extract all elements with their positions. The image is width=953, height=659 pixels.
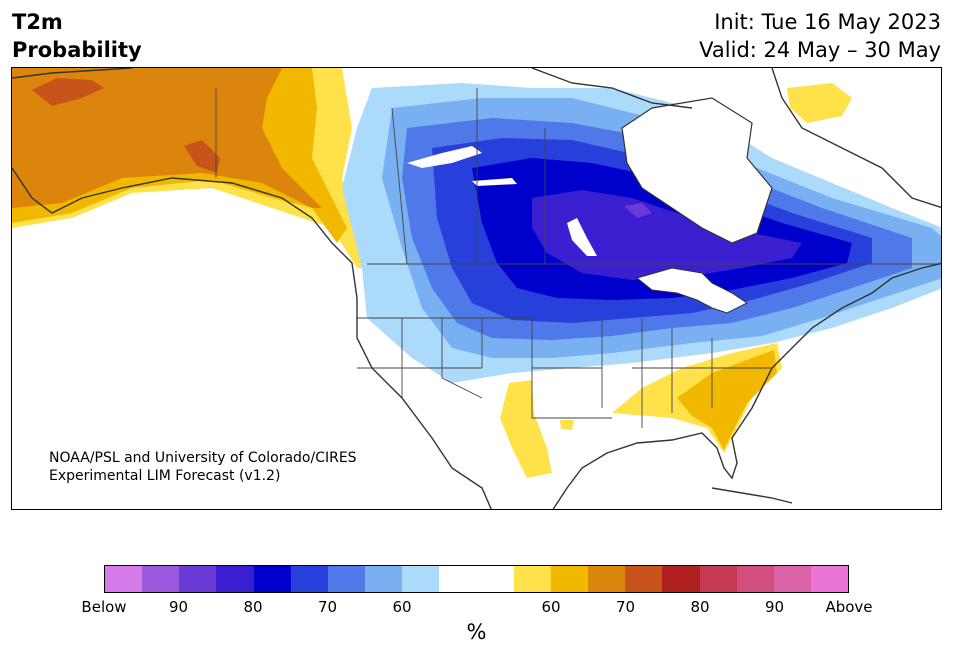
credit-line-1: NOAA/PSL and University of Colorado/CIRE…	[49, 450, 357, 466]
forecast-dates: Init: Tue 16 May 2023 Valid: 24 May – 30…	[699, 8, 941, 64]
colorbar-segment	[327, 566, 366, 592]
probability-colorbar	[104, 565, 849, 593]
colorbar-segment	[773, 566, 811, 592]
warm-60-quebec	[787, 83, 852, 123]
title-variable: T2m	[12, 10, 63, 34]
colorbar-segment	[179, 566, 217, 592]
colorbar-tick-label: 70	[317, 598, 338, 616]
data-credit: NOAA/PSL and University of Colorado/CIRE…	[49, 449, 357, 485]
colorbar-segment	[625, 566, 663, 592]
colorbar-unit: %	[466, 620, 487, 644]
colorbar-tick-label: 90	[168, 598, 189, 616]
cool-85	[532, 190, 802, 280]
colorbar-segment	[105, 566, 143, 592]
colorbar-segment	[699, 566, 737, 592]
colorbar-segment	[142, 566, 180, 592]
colorbar-segment	[662, 566, 700, 592]
colorbar-segment	[290, 566, 328, 592]
colorbar-tick-label: 70	[615, 598, 636, 616]
probability-map	[11, 67, 942, 510]
great-lakes	[635, 267, 748, 314]
valid-range: Valid: 24 May – 30 May	[699, 38, 941, 62]
colorbar-segment	[550, 566, 589, 592]
lake-winnipeg	[567, 218, 597, 256]
colorbar-segment	[476, 566, 514, 592]
warm-60-tx	[500, 380, 552, 478]
colorbar-segment	[588, 566, 626, 592]
hudson-bay	[621, 97, 773, 244]
colorbar-tick-label: 90	[764, 598, 785, 616]
great-bear-lake	[407, 146, 482, 168]
colorbar-segment	[810, 566, 849, 592]
warm-75-alaska-n	[32, 78, 104, 106]
political-borders	[215, 88, 941, 428]
warm-70-nw	[12, 68, 322, 208]
colorbar-segment	[402, 566, 440, 592]
colorbar-tick-label: 80	[243, 598, 263, 616]
warm-75-alaska-c	[184, 140, 220, 173]
colorbar-segment	[736, 566, 774, 592]
map-canvas	[12, 68, 941, 509]
colorbar-tick-label: 60	[541, 598, 561, 616]
warm-65-se	[677, 350, 777, 450]
coastlines	[12, 68, 941, 509]
colorbar-tick-label: 80	[690, 598, 710, 616]
init-date: Init: Tue 16 May 2023	[714, 10, 941, 34]
gulf-of-mexico	[572, 438, 732, 509]
colorbar-segment	[216, 566, 254, 592]
colorbar-tick-label: Above	[825, 598, 873, 616]
colorbar-segment	[513, 566, 551, 592]
great-slave-lake	[472, 178, 517, 186]
colorbar-tick-label: Below	[81, 598, 127, 616]
map-title: T2m Probability	[12, 8, 142, 64]
colorbar-tick-label: 60	[392, 598, 412, 616]
warm-60-gulf	[560, 420, 574, 430]
credit-line-2: Experimental LIM Forecast (v1.2)	[49, 468, 281, 484]
colorbar-segment	[365, 566, 403, 592]
colorbar-segment	[439, 566, 477, 592]
colorbar-segment	[253, 566, 291, 592]
colorbar-tick-labels: Below 90 80 70 60 60 70 80 90 Above	[81, 598, 872, 618]
title-quantity: Probability	[12, 38, 142, 62]
cool-90	[624, 203, 652, 218]
